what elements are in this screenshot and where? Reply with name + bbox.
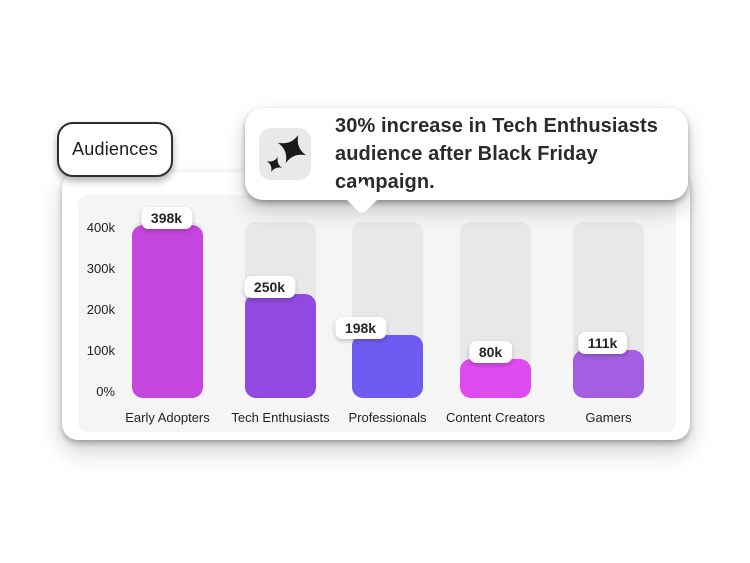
category-label: Professionals — [348, 410, 427, 425]
insight-text: 30% increase in Tech Enthusiasts audienc… — [335, 112, 688, 196]
y-axis-tick: 0% — [96, 384, 115, 399]
category-label: Content Creators — [446, 410, 545, 425]
sparkle-icon — [259, 128, 311, 180]
bar-professionals[interactable] — [352, 335, 423, 398]
y-axis-tick: 200k — [86, 302, 115, 317]
insight-tooltip: 30% increase in Tech Enthusiasts audienc… — [245, 108, 688, 215]
value-badge: 198k — [334, 317, 387, 339]
category-label: Gamers — [585, 410, 632, 425]
insight-line-1: 30% increase in Tech Enthusiasts — [335, 115, 658, 137]
chart-card: 400k 300k 200k 100k 0% 398k Early Adopters 250… — [62, 172, 690, 440]
value-badge: 80k — [468, 341, 513, 363]
category-label: Early Adopters — [125, 410, 210, 425]
bar-gamers[interactable] — [573, 350, 644, 398]
chart-panel: 400k 300k 200k 100k 0% 398k Early Adopters 250… — [78, 195, 676, 432]
bar-early-adopters[interactable] — [132, 225, 203, 398]
audiences-label-pill[interactable]: Audiences — [57, 122, 173, 177]
y-axis-tick: 300k — [86, 261, 115, 276]
y-axis-tick: 400k — [86, 220, 115, 235]
audiences-label: Audiences — [72, 139, 158, 159]
value-badge: 398k — [140, 207, 193, 229]
y-axis-tick: 100k — [86, 343, 115, 358]
category-label: Tech Enthusiasts — [231, 410, 330, 425]
insight-line-2: audience after Black Friday campaign. — [335, 143, 598, 193]
value-badge: 250k — [243, 276, 296, 298]
value-badge: 111k — [577, 332, 628, 354]
bar-tech-enthusiasts[interactable] — [245, 294, 316, 398]
bar-content-creators[interactable] — [460, 359, 531, 398]
